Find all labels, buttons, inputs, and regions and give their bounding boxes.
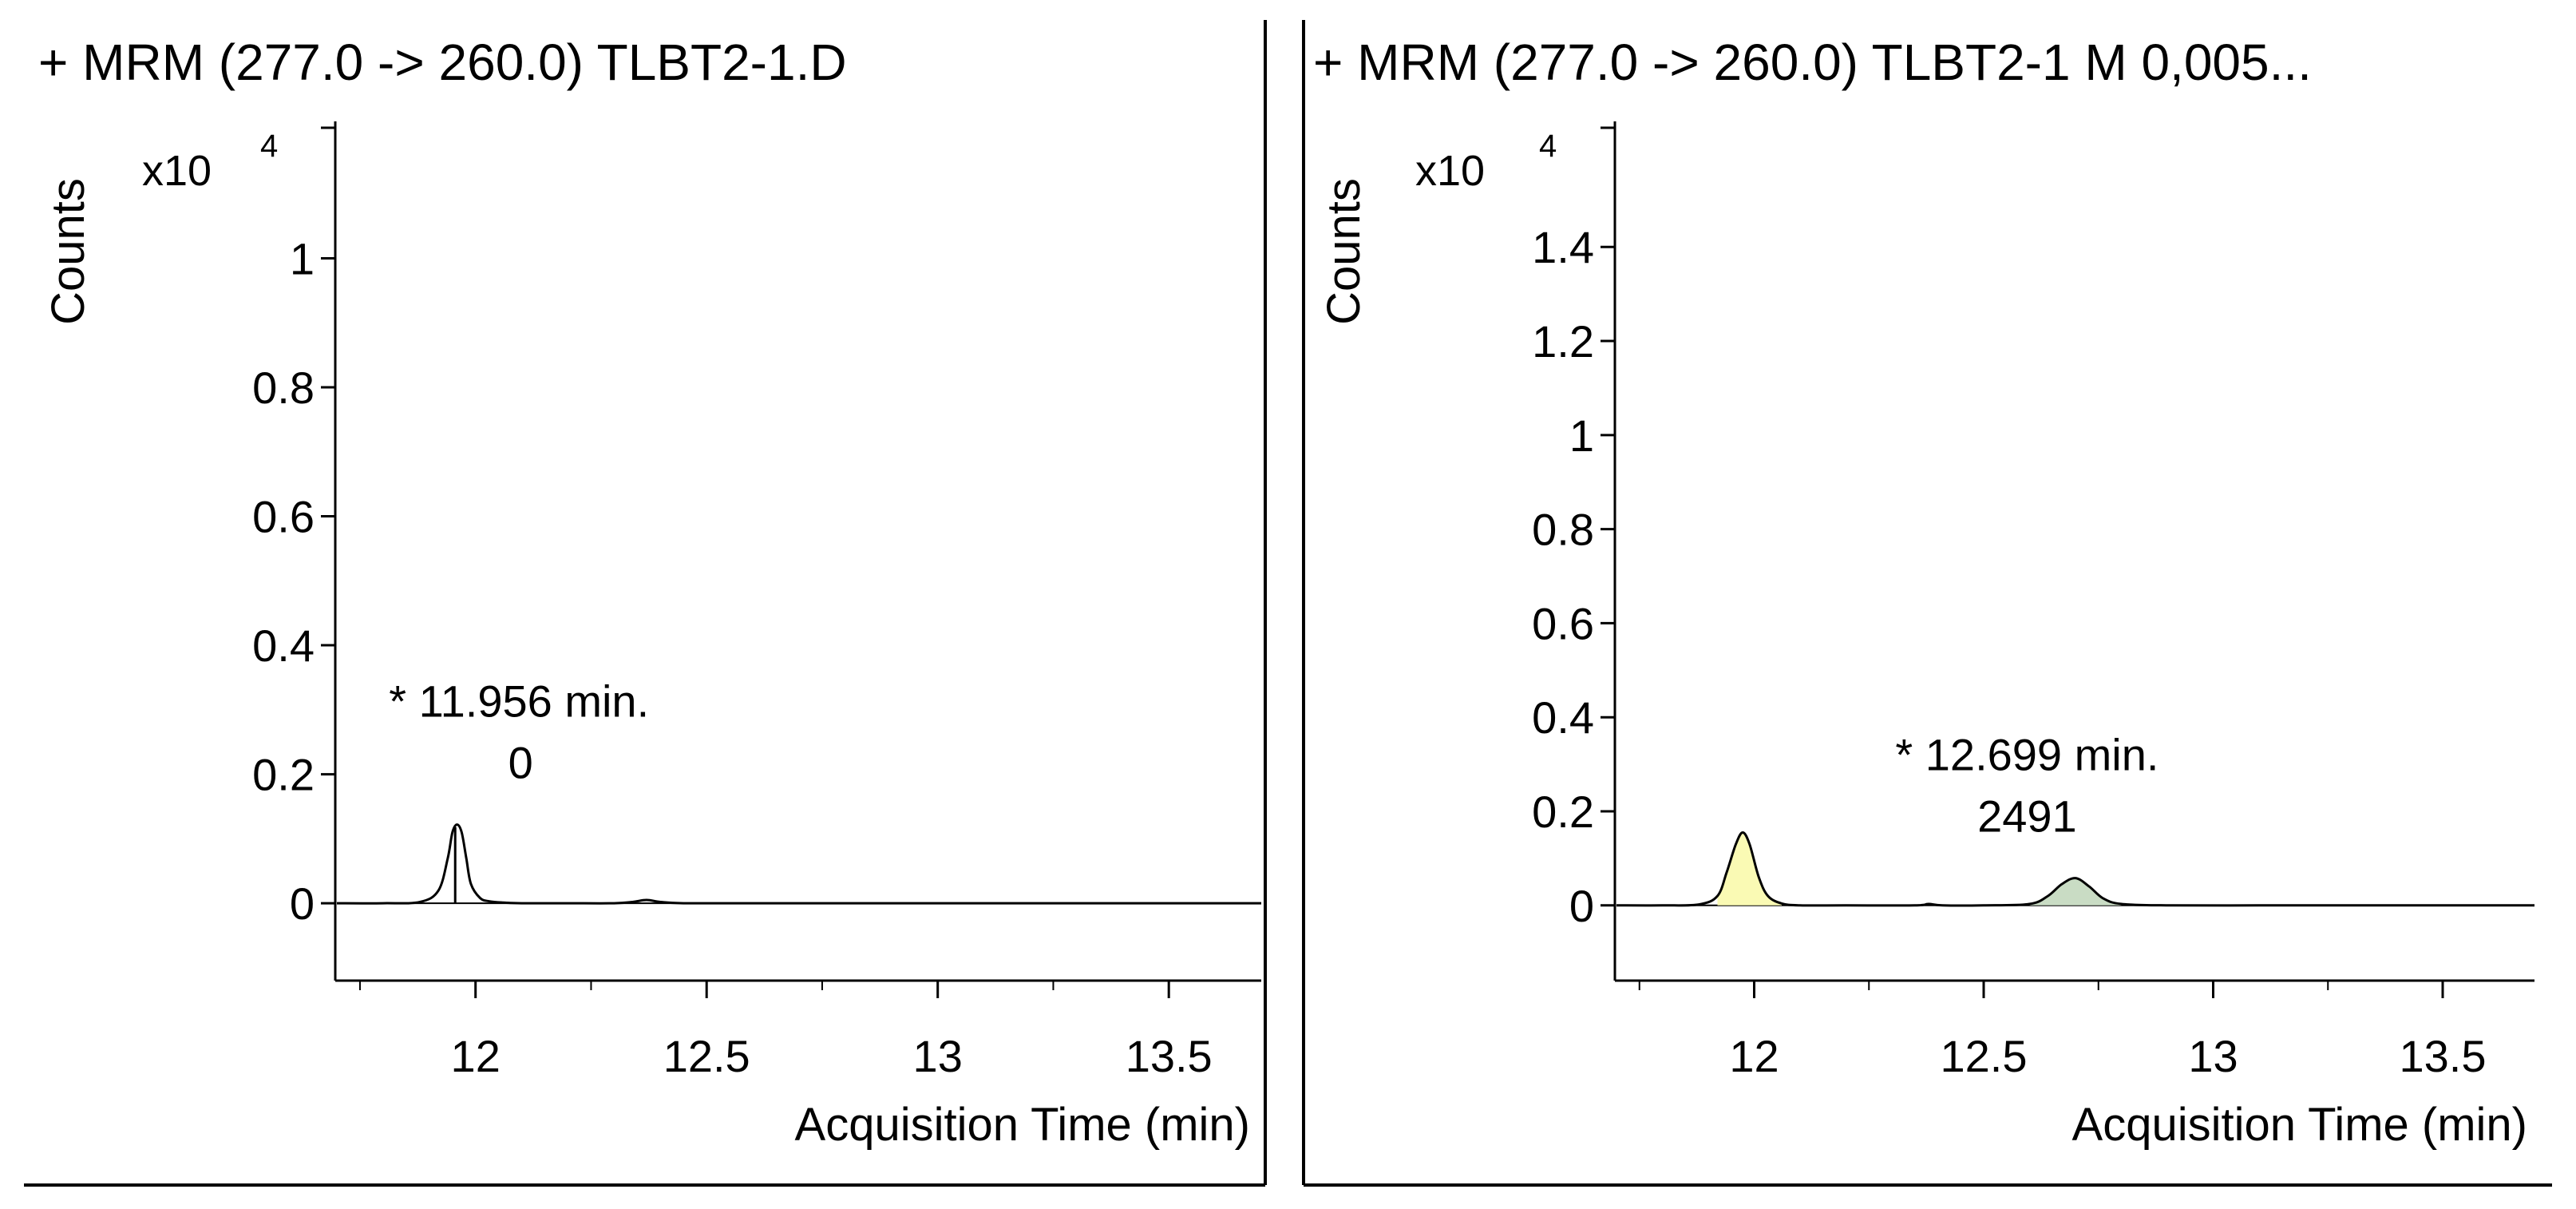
x-tick-label: 12.5	[663, 1031, 750, 1081]
y-multiplier-exponent: 4	[1539, 129, 1557, 164]
x-axis-label: Acquisition Time (min)	[795, 1099, 1250, 1151]
x-tick-label: 13.5	[1126, 1031, 1213, 1081]
y-axis-label: Counts	[42, 178, 94, 325]
x-tick-label: 12	[1729, 1031, 1779, 1081]
peak-area-label: 2491	[1977, 791, 2077, 842]
y-tick-label: 0	[290, 878, 315, 929]
y-tick-label: 0.4	[1532, 692, 1594, 743]
x-tick-label: 12.5	[1941, 1031, 2028, 1081]
peak-fill-1	[1717, 832, 1782, 906]
y-tick-label: 0.2	[1532, 787, 1594, 837]
y-tick-label: 0.8	[1532, 505, 1594, 555]
y-tick-label: 0.8	[252, 363, 315, 413]
chart-panel-2: + MRM (277.0 -> 260.0) TLBT2-1 M 0,005..…	[1302, 20, 2552, 1187]
chromatogram-trace	[336, 823, 1261, 905]
x-tick-label: 13	[913, 1031, 963, 1081]
x-tick-label: 13	[2188, 1031, 2238, 1081]
y-tick-label: 1.2	[1532, 316, 1594, 367]
y-multiplier-exponent: 4	[260, 129, 278, 164]
chart-title: + MRM (277.0 -> 260.0) TLBT2-1.D	[38, 34, 847, 91]
y-tick-label: 1	[1569, 410, 1594, 461]
y-tick-label: 0.6	[1532, 598, 1594, 648]
peak-rt-label: * 11.956 min.	[389, 676, 649, 727]
y-multiplier: x10	[142, 147, 212, 195]
y-tick-label: 1	[290, 234, 315, 284]
chart-panel-1: + MRM (277.0 -> 260.0) TLBT2-1.D Counts x1…	[24, 20, 1267, 1187]
y-tick-label: 1.4	[1532, 222, 1594, 272]
peak-fill-2	[2029, 878, 2122, 906]
y-tick-label: 0	[1569, 881, 1594, 931]
chart-title: + MRM (277.0 -> 260.0) TLBT2-1 M 0,005..…	[1313, 34, 2312, 91]
y-axis-label: Counts	[1318, 178, 1370, 325]
peak-rt-label: * 12.699 min.	[1895, 730, 2159, 780]
x-axis-label: Acquisition Time (min)	[2072, 1099, 2527, 1151]
x-tick-label: 12	[451, 1031, 501, 1081]
y-tick-label: 0.6	[252, 492, 315, 542]
x-tick-label: 13.5	[2400, 1031, 2487, 1081]
y-multiplier: x10	[1415, 147, 1485, 195]
y-tick-label: 0.4	[252, 620, 315, 671]
chromatogram-trace	[1616, 830, 2534, 907]
peak-area-label: 0	[508, 738, 533, 788]
y-tick-label: 0.2	[252, 750, 315, 800]
